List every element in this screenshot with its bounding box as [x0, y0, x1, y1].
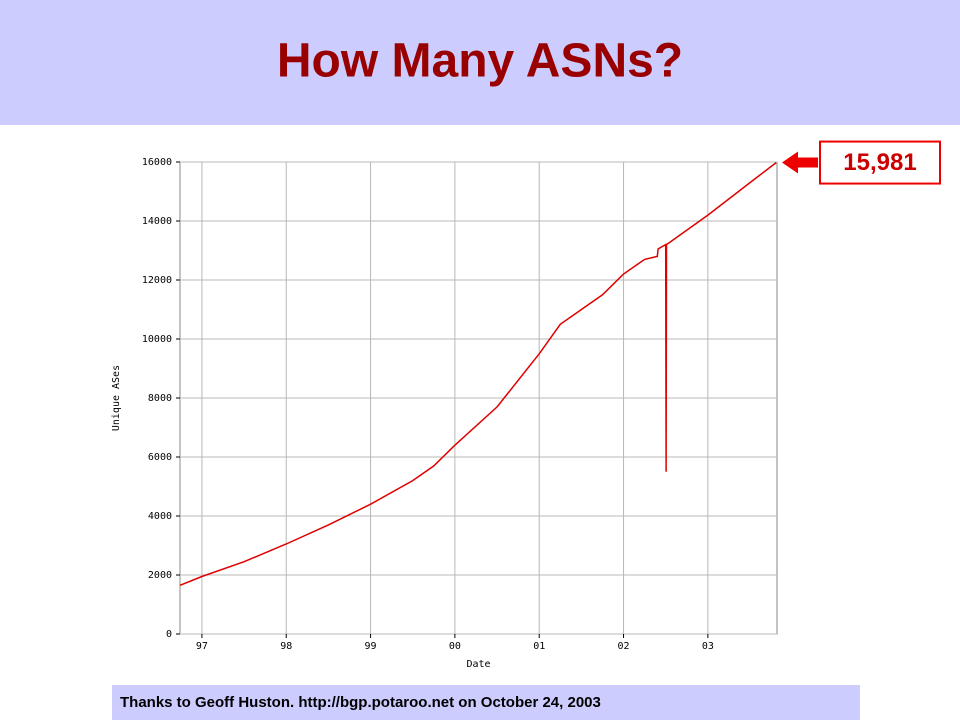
- x-tick-label: 02: [618, 641, 630, 652]
- header-band: [0, 0, 960, 125]
- slide-title: How Many ASNs?: [277, 35, 683, 88]
- annotation-label: 15,981: [843, 149, 916, 176]
- y-tick-label: 12000: [142, 275, 172, 286]
- y-tick-label: 14000: [142, 216, 172, 227]
- y-tick-label: 8000: [148, 393, 172, 404]
- y-tick-label: 6000: [148, 452, 172, 463]
- annotation-box: [819, 140, 941, 185]
- y-tick-label: 10000: [142, 334, 172, 345]
- footer-text: Thanks to Geoff Huston. http://bgp.potar…: [120, 694, 601, 711]
- y-tick-label: 0: [166, 629, 172, 640]
- footer-band: [112, 685, 860, 720]
- annotation-arrow: [782, 151, 818, 174]
- x-tick-label: 00: [449, 641, 461, 652]
- y-tick-label: 16000: [142, 157, 172, 168]
- y-tick-label: 4000: [148, 511, 172, 522]
- x-axis-label: Date: [466, 659, 490, 670]
- x-tick-label: 97: [196, 641, 208, 652]
- data-line: [179, 162, 777, 586]
- x-tick-label: 99: [365, 641, 377, 652]
- x-tick-label: 03: [702, 641, 714, 652]
- y-axis-label: Unique ASes: [111, 365, 122, 431]
- x-tick-label: 98: [280, 641, 292, 652]
- x-tick-label: 01: [533, 641, 545, 652]
- y-tick-label: 2000: [148, 570, 172, 581]
